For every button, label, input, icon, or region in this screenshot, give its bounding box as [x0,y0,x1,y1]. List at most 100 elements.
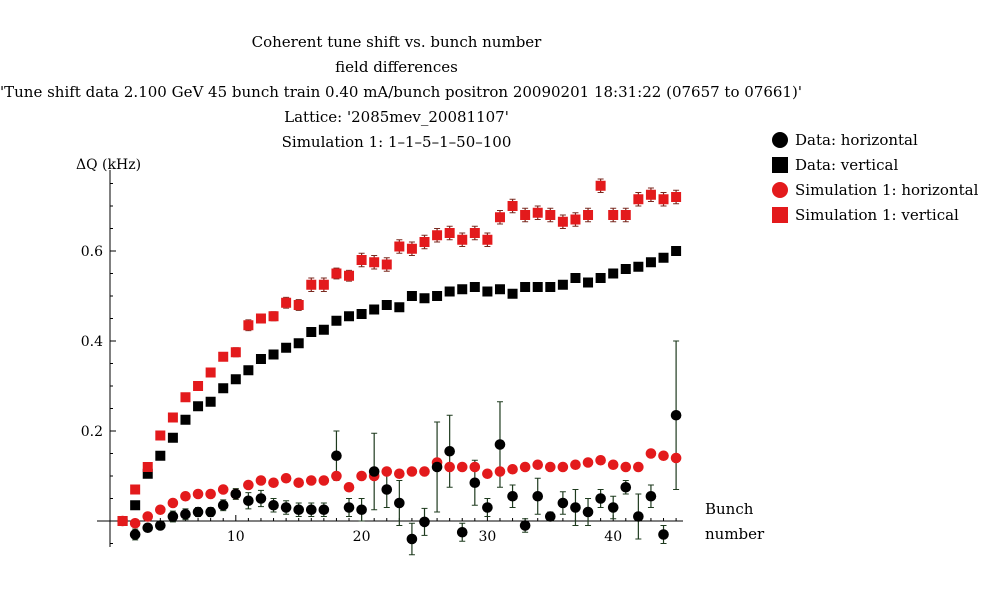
data-point [494,212,505,223]
data-point [557,497,569,509]
data-point [255,313,266,324]
data-point [167,497,179,509]
data-point [582,457,594,468]
data-point [457,234,468,245]
data-point [281,342,292,353]
title-line-1: Coherent tune shift vs. bunch number [251,33,542,51]
data-point [482,286,493,297]
data-point [280,472,292,484]
data-point [180,508,191,520]
data-point [331,470,342,482]
data-point [217,499,229,511]
data-point [519,461,531,473]
data-point [218,383,229,394]
data-point [419,466,430,477]
legend-item: Data: vertical [772,152,978,177]
data-point [670,409,682,421]
data-point [318,475,330,486]
data-point [205,488,216,500]
data-point [620,264,631,274]
data-point [293,477,305,489]
axes: 10 20 30 40 0.2 0.4 0.6 ΔQ (kHz) Bunch number [76,157,765,547]
data-point [192,506,204,518]
data-point [658,529,669,540]
data-point [230,488,242,500]
data-point [494,466,506,477]
data-point [532,459,544,471]
title-line-3: 'Tune shift data 2.100 GeV 45 bunch trai… [0,83,802,101]
data-point [645,448,657,459]
x-tick-label: 40 [604,529,622,545]
data-point [331,450,342,462]
data-point [217,484,229,495]
data-point [167,412,178,423]
data-point [255,354,266,364]
data-point [356,470,367,482]
y-axis-label: ΔQ (kHz) [76,157,141,173]
data-point [293,338,304,349]
data-point [620,210,631,220]
legend-item: Simulation 1: horizontal [772,177,978,202]
data-point [482,468,493,480]
data-point [331,268,342,279]
data-point [532,282,543,292]
legend-marker [772,181,788,198]
legend-item: Simulation 1: vertical [772,202,978,227]
legend-label: Simulation 1: horizontal [795,180,979,199]
data-point [444,461,455,473]
data-point [142,511,154,522]
data-point [129,517,141,529]
data-point [482,234,493,245]
data-point [318,279,329,290]
data-point [444,286,455,297]
data-point [381,300,392,310]
data-point [431,461,443,473]
data-point [507,288,518,299]
data-point [545,511,556,522]
data-point [608,268,619,279]
data-point [280,502,292,513]
y-tick-label: 0.4 [81,334,103,350]
data-point [482,502,493,513]
data-point [230,374,241,385]
data-point [344,311,355,322]
data-point [432,291,443,301]
data-point [557,461,569,473]
data-point [130,500,141,511]
data-point [444,445,455,457]
data-point [419,237,430,247]
data-point [633,194,644,205]
data-point [381,259,392,270]
data-point [305,504,317,516]
data-point [469,477,481,489]
data-point [318,324,329,335]
data-point [570,214,581,225]
data-point [570,459,581,471]
data-point [155,504,166,516]
data-point [595,454,606,466]
data-point [670,452,682,464]
data-point [205,506,216,518]
data-point [368,466,380,477]
data-point [306,279,317,290]
data-point [595,180,606,191]
legend-marker [772,131,788,148]
data-point [658,252,669,263]
data-point [394,497,405,509]
data-point [243,495,254,507]
data-point [419,516,430,528]
data-point [582,506,594,518]
x-tick-label: 20 [353,529,371,545]
data-point [658,450,669,462]
data-point [671,192,682,202]
data-point [645,490,657,502]
legend-label: Data: horizontal [795,130,918,149]
data-point [306,327,317,337]
data-point [343,481,355,493]
data-point [369,304,380,315]
data-point [658,194,669,205]
data-point [645,189,656,200]
data-point [369,257,380,268]
data-point [595,493,606,504]
